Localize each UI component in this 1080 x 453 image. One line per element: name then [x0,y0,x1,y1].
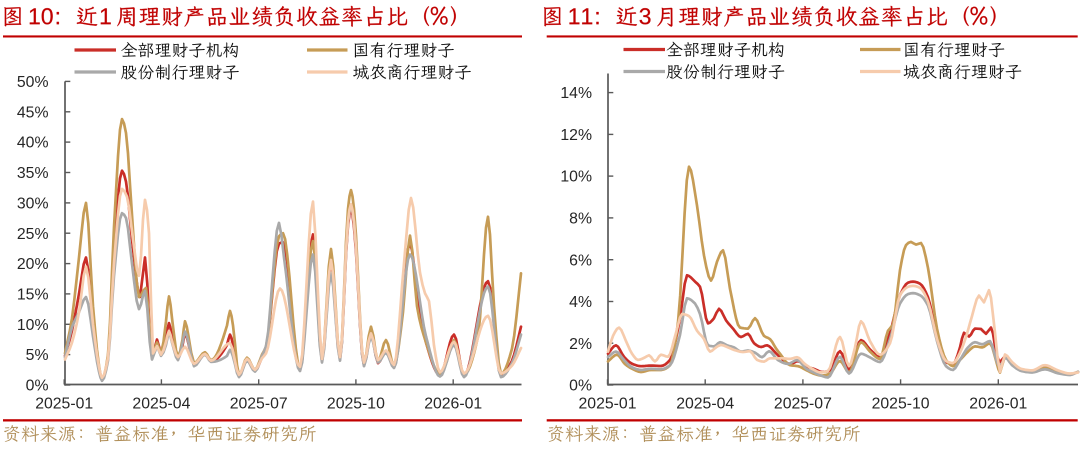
svg-text:14%: 14% [560,85,592,102]
svg-text:0%: 0% [26,378,49,395]
svg-text:2025-01: 2025-01 [579,396,637,413]
svg-text:10%: 10% [560,169,592,186]
svg-text:10%: 10% [17,317,49,334]
svg-text:40%: 40% [17,135,49,152]
svg-text:15%: 15% [17,287,49,304]
svg-text:2025-04: 2025-04 [132,396,190,413]
svg-text:8%: 8% [569,211,592,228]
svg-text:25%: 25% [17,226,49,243]
svg-text:0%: 0% [569,378,592,395]
svg-text:5%: 5% [26,347,49,364]
svg-text:2026-01: 2026-01 [969,396,1027,413]
svg-text:2026-01: 2026-01 [424,396,482,413]
svg-text:2025-07: 2025-07 [774,396,832,413]
svg-text:2025-04: 2025-04 [676,396,734,413]
svg-text:2025-10: 2025-10 [872,396,930,413]
svg-text:2025-01: 2025-01 [35,396,93,413]
svg-text:50%: 50% [17,74,49,91]
svg-text:6%: 6% [569,252,592,269]
svg-text:2%: 2% [569,336,592,353]
svg-text:45%: 45% [17,104,49,121]
svg-text:20%: 20% [17,256,49,273]
svg-text:12%: 12% [560,127,592,144]
svg-text:2025-07: 2025-07 [230,396,288,413]
svg-text:2025-10: 2025-10 [327,396,385,413]
svg-text:4%: 4% [569,294,592,311]
svg-text:30%: 30% [17,196,49,213]
svg-text:35%: 35% [17,165,49,182]
